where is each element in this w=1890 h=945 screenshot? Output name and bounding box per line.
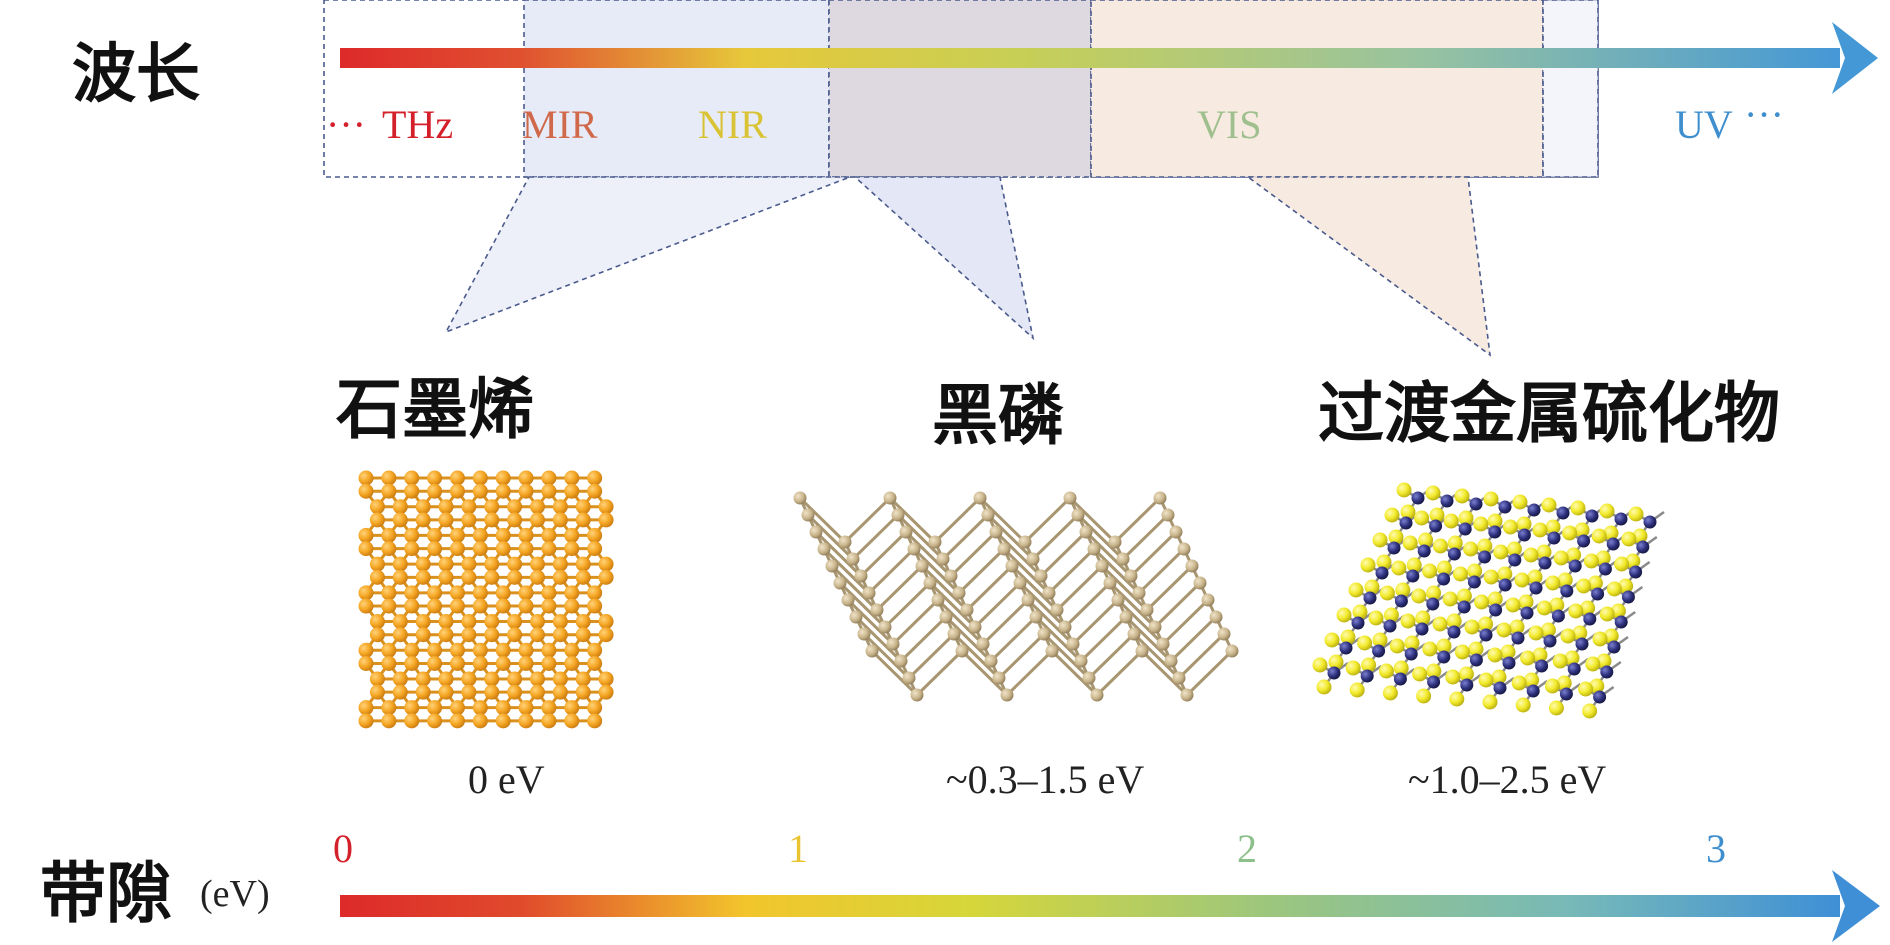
bandgap-arrow [340,870,1880,942]
wavelength-arrow [340,22,1878,94]
graphene-region-box [523,0,830,178]
bandgap-axis-title: 带隙 [40,855,172,932]
tick-label-0: 0 [333,826,353,871]
black-phosphorus-structure [793,491,1239,702]
spectral-regions [323,0,1599,178]
tick-label-1: 1 [788,826,808,871]
band-label-uv: UV [1675,102,1733,147]
graphene-callout [444,176,851,334]
wavelength-arrow-head [1832,22,1878,94]
black-phosphorus-bandgap: ~0.3–1.5 eV [946,757,1144,802]
tick-label-2: 2 [1237,826,1257,871]
thz-prefix-dots: ··· [326,102,366,147]
bandgap-axis-unit: (eV) [200,873,270,915]
tmd-callout [1245,176,1492,357]
tmd-title: 过渡金属硫化物 [1318,375,1780,452]
tmd-atoms [1312,482,1657,719]
graphene-atoms [358,470,614,729]
tick-label-3: 3 [1706,826,1726,871]
bandgap-arrow-head [1832,870,1880,942]
band-label-nir: NIR [698,102,767,147]
callout-wedges [444,176,1492,357]
wavelength-axis-title: 波长 [72,38,200,112]
tmd-structure [1312,482,1665,719]
black-phosphorus-title: 黑磷 [932,377,1064,454]
graphene-title: 石墨烯 [336,371,534,448]
tmd-bandgap: ~1.0–2.5 eV [1408,757,1606,802]
bp-atoms [793,491,1239,702]
band-label-vis: VIS [1197,102,1261,147]
graphene-structure [358,470,614,729]
black-phosphorus-region-box [828,0,1092,178]
band-label-mir: MIR [522,102,598,147]
black-phosphorus-callout [852,176,1035,341]
tmd-region-box [1090,0,1544,178]
graphene-bandgap: 0 eV [468,757,545,802]
uv-region-box [1542,0,1599,178]
uv-suffix-dots: ··· [1744,92,1784,137]
band-label-thz: THz [382,102,453,147]
